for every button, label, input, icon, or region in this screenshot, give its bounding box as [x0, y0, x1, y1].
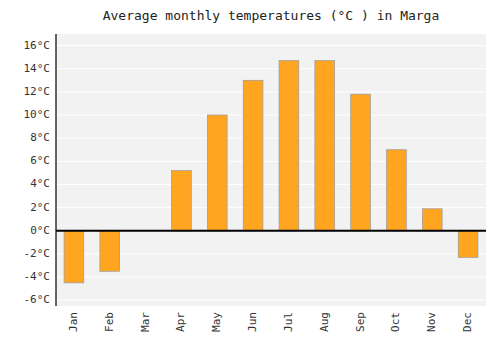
grid-line: [56, 184, 486, 185]
bar: [279, 61, 299, 231]
bar: [172, 171, 192, 231]
bar: [422, 209, 442, 231]
grid-line: [56, 115, 486, 116]
grid-line: [56, 161, 486, 162]
x-tick-label: Nov: [425, 312, 438, 332]
grid-line: [56, 277, 486, 278]
chart: Average monthly temperatures (°C ) in Ma…: [0, 0, 500, 350]
y-tick-label: 0°C: [30, 224, 50, 237]
y-tick-label: 10°C: [24, 108, 51, 121]
x-tick-label: Sep: [354, 312, 367, 332]
bar: [207, 115, 227, 231]
x-tick-label: May: [210, 312, 223, 332]
bar: [100, 231, 120, 272]
zero-line: [56, 230, 486, 232]
bar: [458, 231, 478, 258]
x-tick-label: Jul: [282, 312, 295, 332]
grid-line: [56, 138, 486, 139]
bar: [64, 231, 84, 283]
x-tick-label: Feb: [103, 312, 116, 332]
x-tick-label: Apr: [174, 312, 187, 332]
x-tick-label: Jan: [67, 312, 80, 332]
y-tick-label: 12°C: [24, 85, 51, 98]
bar: [243, 80, 263, 230]
grid-line: [56, 300, 486, 301]
grid-line: [56, 230, 486, 231]
bar: [387, 150, 407, 231]
title: Average monthly temperatures (°C ) in Ma…: [103, 8, 440, 23]
y-tick-label: 2°C: [30, 201, 50, 214]
grid: [56, 46, 486, 301]
x-tick-label: Aug: [318, 312, 331, 332]
grid-line: [56, 68, 486, 69]
plot-area: [56, 34, 486, 306]
bar: [315, 61, 335, 231]
y-tick-label: 14°C: [24, 62, 51, 75]
y-tick-label: 4°C: [30, 177, 50, 190]
grid-line: [56, 207, 486, 208]
x-tick-label: Oct: [389, 312, 402, 332]
grid-line: [56, 91, 486, 92]
bars: [64, 61, 478, 283]
y-tick-label: -6°C: [24, 293, 51, 306]
x-tick-label: Jun: [246, 312, 259, 332]
y-tick-label: 8°C: [30, 131, 50, 144]
y-tick-label: 6°C: [30, 154, 50, 167]
y-tick-label: 16°C: [24, 39, 51, 52]
y-axis-line: [55, 34, 56, 306]
x-tick-label: Dec: [461, 312, 474, 332]
bar: [351, 94, 371, 231]
y-tick-label: -2°C: [24, 247, 51, 260]
y-tick-label: -4°C: [24, 270, 51, 283]
grid-line: [56, 253, 486, 254]
x-tick-label: Mar: [139, 312, 152, 332]
grid-line: [56, 45, 486, 46]
